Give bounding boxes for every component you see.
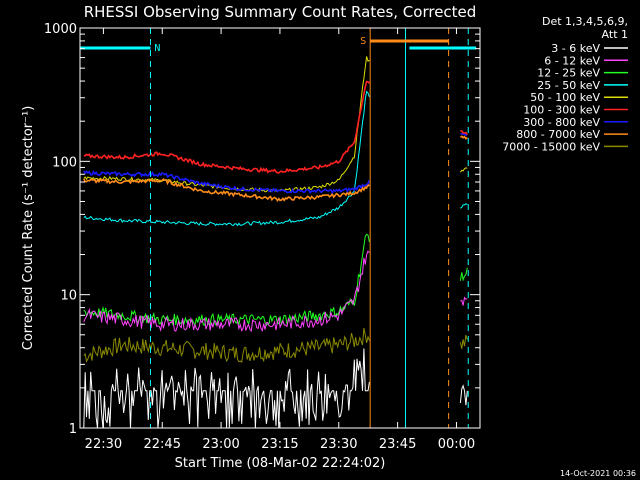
y-tick-label-2: 100: [52, 155, 77, 170]
legend-label-0: 3 - 6 keV: [551, 42, 600, 55]
series-line-7000-15000keV: [83, 327, 370, 363]
series-line-50-100keV: [460, 167, 468, 173]
chart-title: RHESSI Observing Summary Count Rates, Co…: [84, 3, 477, 21]
series-line-25-50keV: [83, 90, 370, 227]
series-line-7000-15000keV: [459, 334, 468, 349]
x-tick-label-6: 00:00: [438, 437, 475, 452]
legend-label-8: 7000 - 15000 keV: [502, 140, 600, 153]
legend-label-5: 100 - 300 keV: [523, 104, 600, 117]
y-axis-label: Corrected Count Rate (s⁻¹ detector⁻¹): [21, 106, 36, 351]
y-tick-label-0: 1: [69, 422, 77, 437]
series-line-300-800keV: [460, 132, 468, 137]
legend-subtitle: Att 1: [602, 28, 628, 41]
legend-label-7: 800 - 7000 keV: [516, 128, 600, 141]
series-line-300-800keV: [83, 169, 371, 195]
series-line-25-50keV: [460, 203, 468, 209]
legend-title: Det 1,3,4,5,6,9,: [542, 15, 628, 28]
timestamp: 14-Oct-2021 00:36: [560, 469, 636, 478]
series-line-800-7000keV: [83, 178, 370, 203]
series-line-12-25keV: [459, 267, 468, 282]
x-tick-label-1: 22:45: [144, 437, 181, 452]
x-axis-ticks: 22:30 22:45 23:00 23:15 23:30 23:45 00:00: [85, 28, 475, 452]
x-tick-label-2: 23:00: [202, 437, 239, 452]
legend-label-2: 12 - 25 keV: [537, 67, 600, 80]
flag-label-S: S: [360, 36, 366, 47]
y-axis-ticks: 1 10 100 1000: [44, 22, 480, 437]
y-tick-label-3: 1000: [44, 22, 77, 37]
legend-label-1: 6 - 12 keV: [544, 54, 600, 67]
x-tick-label-0: 22:30: [85, 437, 122, 452]
series-line-800-7000keV: [460, 135, 468, 140]
x-tick-label-3: 23:15: [261, 437, 298, 452]
legend-label-4: 50 - 100 keV: [530, 91, 600, 104]
x-tick-label-5: 23:45: [379, 437, 416, 452]
legend-label-6: 300 - 800 keV: [523, 116, 600, 129]
series-line-12-25keV: [83, 233, 370, 327]
series-line-100-300keV: [460, 129, 468, 136]
x-axis-label: Start Time (08-Mar-02 22:24:02): [175, 456, 386, 471]
series-line-3-6keV: [459, 384, 468, 406]
flag-label-N: N: [154, 43, 160, 54]
y-tick-label-1: 10: [60, 289, 77, 304]
series-line-6-12keV: [83, 250, 370, 333]
legend-label-3: 25 - 50 keV: [537, 79, 600, 92]
plot-content: NS: [79, 28, 477, 429]
series-line-100-300keV: [83, 80, 371, 174]
series-line-50-100keV: [83, 56, 370, 193]
x-tick-label-4: 23:30: [320, 437, 357, 452]
series-line-6-12keV: [460, 296, 468, 306]
